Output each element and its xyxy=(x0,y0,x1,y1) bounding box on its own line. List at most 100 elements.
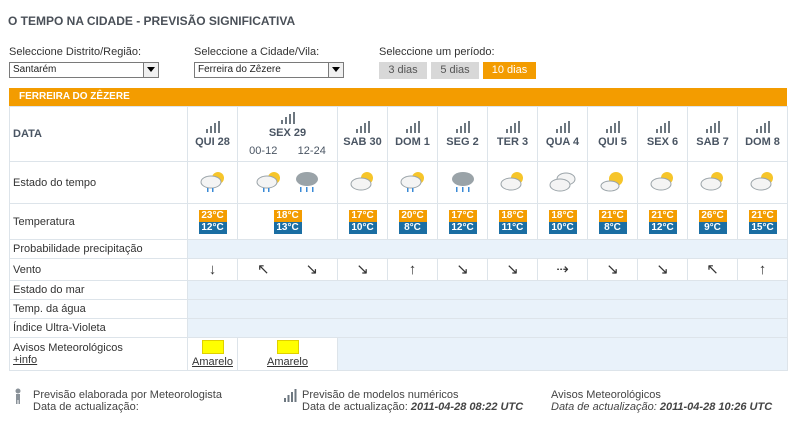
rain-icon xyxy=(295,172,318,192)
water-temp-cells xyxy=(187,299,788,319)
footer-models: Previsão de modelos numéricos Data de ac… xyxy=(302,389,523,413)
warning-badge[interactable]: Amarelo xyxy=(192,340,233,368)
chevron-down-icon[interactable] xyxy=(143,63,158,77)
uv-cells xyxy=(187,318,788,338)
day-header: SEG 2 xyxy=(437,106,488,162)
temp-max: 21°C xyxy=(648,209,677,222)
signal-bars-icon xyxy=(555,120,570,133)
warning-cell: Amarelo xyxy=(237,337,338,371)
period-label: 12-24 xyxy=(297,144,326,157)
wind-cell: ↘ xyxy=(637,258,688,281)
weather-cell xyxy=(487,161,538,204)
footer-models-date: 2011-04-28 08:22 UTC xyxy=(410,401,524,413)
day-label: QUI 5 xyxy=(598,135,627,148)
wind-arrow-icon: ↘ xyxy=(656,260,669,278)
wind-cell: ↓ xyxy=(187,258,238,281)
warning-yellow-icon xyxy=(201,340,224,354)
period-label: Seleccione um período: xyxy=(379,46,495,58)
sun-cloud-icon xyxy=(600,172,623,192)
row-label-probabilidade: Probabilidade precipitação xyxy=(9,239,188,259)
rain-icon xyxy=(451,172,474,192)
sea-state-cells xyxy=(187,280,788,300)
warning-link[interactable]: Amarelo xyxy=(192,356,233,368)
temp-min: 12°C xyxy=(198,221,227,234)
wind-cell: ↖ xyxy=(687,258,738,281)
weather-cell xyxy=(387,161,438,204)
day-label: SEX 6 xyxy=(646,135,679,148)
chevron-down-icon[interactable] xyxy=(328,63,343,77)
row-label-avisos: Avisos Meteorológicos xyxy=(13,342,123,354)
temperature-cell: 17°C 10°C xyxy=(337,203,388,240)
warning-link[interactable]: Amarelo xyxy=(267,356,308,368)
signal-bars-icon xyxy=(205,120,220,133)
wind-cell: ↘ xyxy=(437,258,488,281)
temp-max: 18°C xyxy=(498,209,527,222)
day-header: SAB 30 xyxy=(337,106,388,162)
district-select[interactable]: Santarém xyxy=(9,62,159,78)
temp-min: 10°C xyxy=(548,221,577,234)
district-label: Seleccione Distrito/Região: xyxy=(9,46,142,58)
day-label: QUA 4 xyxy=(545,135,580,148)
day-label: SAB 30 xyxy=(343,135,382,148)
day-label: TER 3 xyxy=(496,135,529,148)
partly-cloudy-icon xyxy=(700,172,723,191)
temperature-cell: 17°C 12°C xyxy=(437,203,488,240)
temp-min: 12°C xyxy=(648,221,677,234)
period-3-days-button[interactable]: 3 dias xyxy=(379,62,427,79)
temp-max: 23°C xyxy=(198,209,227,222)
partly-cloudy-icon xyxy=(650,172,673,191)
temp-max: 17°C xyxy=(448,209,477,222)
period-5-days-button[interactable]: 5 dias xyxy=(431,62,479,79)
temp-min: 9°C xyxy=(698,221,727,234)
temp-max: 20°C xyxy=(398,209,427,222)
temp-max: 21°C xyxy=(748,209,777,222)
temp-max: 21°C xyxy=(598,209,627,222)
city-label: Seleccione a Cidade/Vila: xyxy=(194,46,320,58)
wind-arrow-icon: ↘ xyxy=(356,260,369,278)
row-label-temperatura: Temperatura xyxy=(9,203,188,240)
day-header: SEX 6 xyxy=(637,106,688,162)
signal-bars-icon xyxy=(355,120,370,133)
wind-arrow-icon: ↘ xyxy=(506,260,519,278)
wind-cell: ↖ ↘ xyxy=(237,258,338,281)
forecast-table: DATA QUI 28 SEX 29 00-12 12-24 SAB 30 DOM … xyxy=(9,106,788,371)
wind-arrow-icon: ↑ xyxy=(758,260,767,278)
period-10-days-button[interactable]: 10 dias xyxy=(483,62,536,79)
day-label: SEX 29 xyxy=(268,126,307,139)
footer-meteorologist-date-label: Data de actualização: xyxy=(33,401,139,413)
temp-min: 11°C xyxy=(498,221,527,234)
weather-cell xyxy=(537,161,588,204)
signal-bars-icon xyxy=(284,389,297,402)
temperature-cell: 21°C 15°C xyxy=(737,203,788,240)
more-info-link[interactable]: +info xyxy=(13,354,38,366)
district-value: Santarém xyxy=(13,64,57,75)
warning-badge[interactable]: Amarelo xyxy=(267,340,308,368)
day-header: SEX 29 00-12 12-24 xyxy=(237,106,338,162)
temperature-cell: 21°C 12°C xyxy=(637,203,688,240)
water-temp-row: Temp. da água xyxy=(9,299,788,319)
warning-cell: Amarelo xyxy=(187,337,238,371)
temperature-cell: 23°C 12°C xyxy=(187,203,238,240)
sun-cloud-rain-icon xyxy=(400,172,424,192)
signal-bars-icon xyxy=(705,120,720,133)
weather-cell xyxy=(187,161,238,204)
weather-cell xyxy=(737,161,788,204)
sea-state-row: Estado do mar xyxy=(9,280,788,300)
city-select[interactable]: Ferreira do Zêzere xyxy=(194,62,344,78)
wind-cell: ↑ xyxy=(737,258,788,281)
footer-models-date-label: Data de actualização: xyxy=(302,401,408,413)
day-header: QUA 4 xyxy=(537,106,588,162)
date-row: DATA QUI 28 SEX 29 00-12 12-24 SAB 30 DOM … xyxy=(9,106,788,162)
wind-cell: ↘ xyxy=(337,258,388,281)
row-label-estado: Estado do tempo xyxy=(9,161,188,204)
temperature-cell: 18°C 11°C xyxy=(487,203,538,240)
signal-bars-icon xyxy=(405,120,420,133)
temperature-cell: 18°C 13°C xyxy=(237,203,338,240)
weather-cell xyxy=(637,161,688,204)
signal-bars-icon xyxy=(605,120,620,133)
weather-cell xyxy=(687,161,738,204)
wind-arrow-icon: ↖ xyxy=(256,260,270,278)
cloudy-icon xyxy=(549,172,575,192)
temp-max: 18°C xyxy=(273,209,302,222)
